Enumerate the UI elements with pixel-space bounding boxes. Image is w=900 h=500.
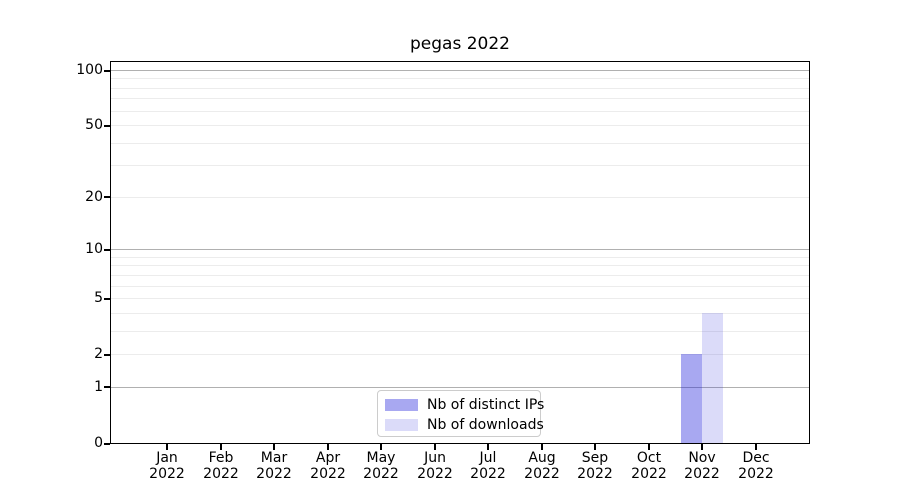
bar-downloads (702, 313, 723, 444)
x-tick-label: Jan 2022 (135, 450, 199, 482)
x-tick-mark (755, 444, 757, 450)
y-tick-label: 1 (94, 379, 103, 395)
gridline-major (110, 70, 810, 71)
gridline-minor (110, 111, 810, 112)
gridline-major (110, 387, 810, 388)
y-tick-mark (104, 70, 110, 72)
x-tick-year: 2022 (577, 466, 613, 482)
legend-swatch (385, 399, 418, 411)
x-tick-label: Oct 2022 (617, 450, 681, 482)
x-tick-month: Dec (742, 450, 770, 466)
y-tick-label: 50 (85, 117, 103, 133)
x-tick-month: Feb (208, 450, 234, 466)
legend-label: Nb of distinct IPs (427, 397, 545, 413)
y-tick-label: 2 (94, 346, 103, 362)
x-tick-label: Apr 2022 (296, 450, 360, 482)
x-tick-year: 2022 (363, 466, 399, 482)
x-tick-year: 2022 (417, 466, 453, 482)
x-tick-mark (541, 444, 543, 450)
y-tick-mark (104, 386, 110, 388)
y-tick-label: 10 (85, 241, 103, 257)
x-tick-mark (487, 444, 489, 450)
x-tick-label: Nov 2022 (670, 450, 734, 482)
x-tick-label: May 2022 (349, 450, 413, 482)
x-tick-year: 2022 (256, 466, 292, 482)
x-tick-month: Nov (688, 450, 716, 466)
x-tick-year: 2022 (470, 466, 506, 482)
gridline-minor (110, 298, 810, 299)
gridline-minor (110, 78, 810, 79)
x-tick-label: Aug 2022 (510, 450, 574, 482)
gridline-minor (110, 331, 810, 332)
y-tick-mark (104, 249, 110, 251)
x-tick-label: Dec 2022 (724, 450, 788, 482)
x-tick-mark (327, 444, 329, 450)
legend-item: Nb of downloads (385, 417, 544, 433)
gridline-major (110, 249, 810, 250)
x-tick-year: 2022 (149, 466, 185, 482)
x-tick-label: Feb 2022 (189, 450, 253, 482)
gridline-minor (110, 313, 810, 314)
x-tick-label: Sep 2022 (563, 450, 627, 482)
y-tick-mark (104, 125, 110, 127)
legend-item: Nb of distinct IPs (385, 397, 544, 413)
x-tick-month: Apr (315, 450, 341, 466)
bar-distinct-ips (681, 354, 702, 444)
gridline-minor (110, 125, 810, 126)
x-tick-mark (434, 444, 436, 450)
y-tick-label: 0 (94, 435, 103, 451)
chart-title: pegas 2022 (410, 34, 510, 54)
gridline-minor (110, 275, 810, 276)
x-tick-year: 2022 (738, 466, 774, 482)
y-tick-mark (104, 196, 110, 198)
x-tick-year: 2022 (203, 466, 239, 482)
x-tick-month: Aug (528, 450, 556, 466)
x-tick-mark (594, 444, 596, 450)
gridline-minor (110, 98, 810, 99)
x-tick-month: Sep (581, 450, 609, 466)
x-tick-mark (380, 444, 382, 450)
plot-area (110, 61, 810, 444)
y-tick-mark (104, 298, 110, 300)
y-tick-mark (104, 354, 110, 356)
x-tick-mark (648, 444, 650, 450)
x-tick-month: Jan (156, 450, 178, 466)
x-tick-mark (220, 444, 222, 450)
legend-swatch (385, 419, 418, 431)
gridline-minor (110, 88, 810, 89)
x-tick-label: Jun 2022 (403, 450, 467, 482)
gridline-minor (110, 286, 810, 287)
x-tick-month: Oct (636, 450, 662, 466)
x-tick-month: Jul (479, 450, 497, 466)
x-tick-mark (701, 444, 703, 450)
gridline-minor (110, 143, 810, 144)
y-tick-mark (104, 443, 110, 445)
x-tick-mark (166, 444, 168, 450)
x-tick-mark (273, 444, 275, 450)
y-tick-label: 5 (94, 290, 103, 306)
x-tick-label: Mar 2022 (242, 450, 306, 482)
x-tick-year: 2022 (310, 466, 346, 482)
x-tick-year: 2022 (684, 466, 720, 482)
legend: Nb of distinct IPs Nb of downloads (377, 390, 544, 437)
gridline-minor (110, 197, 810, 198)
x-tick-label: Jul 2022 (456, 450, 520, 482)
x-tick-month: May (366, 450, 396, 466)
legend-label: Nb of downloads (427, 417, 544, 433)
x-tick-month: Jun (424, 450, 446, 466)
x-tick-year: 2022 (631, 466, 667, 482)
y-tick-label: 20 (85, 189, 103, 205)
x-tick-year: 2022 (524, 466, 560, 482)
gridline-minor (110, 354, 810, 355)
gridline-minor (110, 165, 810, 166)
gridline-minor (110, 257, 810, 258)
x-tick-month: Mar (260, 450, 288, 466)
gridline-minor (110, 265, 810, 266)
y-tick-label: 100 (76, 62, 103, 78)
